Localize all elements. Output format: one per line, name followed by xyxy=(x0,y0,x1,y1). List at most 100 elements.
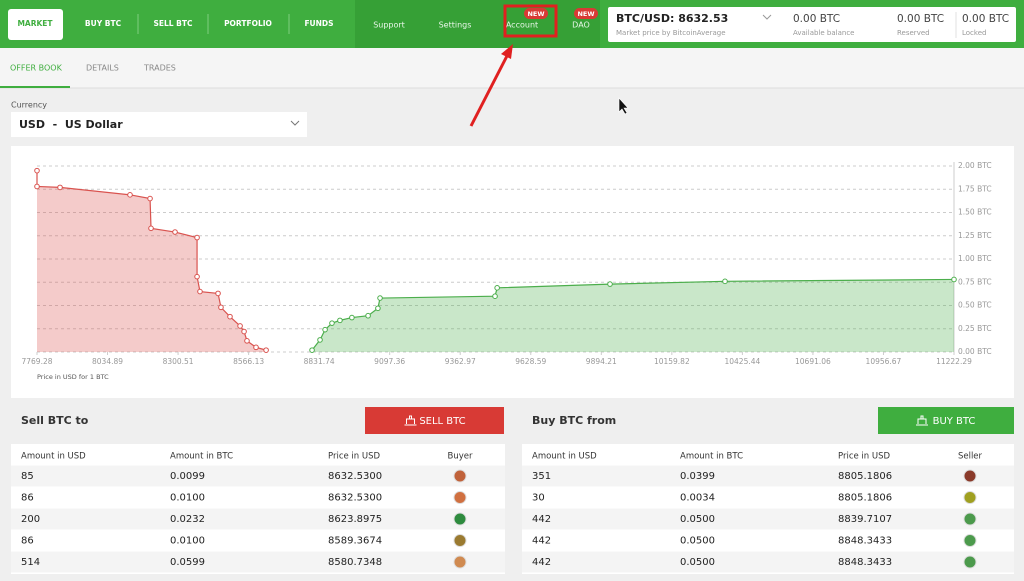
cell: 8580.7348 xyxy=(328,557,382,568)
row-bg xyxy=(522,465,1014,487)
annotation-arrow xyxy=(469,51,511,127)
nav-tab[interactable]: SELL BTC xyxy=(153,19,193,28)
y-tick-label: 2.00 BTC xyxy=(958,161,992,170)
nav-tab[interactable]: BUY BTC xyxy=(85,19,122,28)
avatar[interactable] xyxy=(453,491,467,504)
depth-point xyxy=(322,326,328,333)
row-bg xyxy=(11,508,505,530)
subtab[interactable]: OFFER BOOK xyxy=(10,64,63,73)
cell: 8632.5300 xyxy=(328,471,382,482)
balance-label: Reserved xyxy=(897,29,930,37)
depth-point xyxy=(317,337,323,343)
x-tick-label: 10425.44 xyxy=(724,357,760,366)
balance-value: 0.00 BTC xyxy=(962,13,1009,25)
y-tick-label: 0.25 BTC xyxy=(958,324,992,333)
avatar[interactable] xyxy=(453,512,467,526)
avatar[interactable] xyxy=(453,534,467,547)
depth-point xyxy=(309,347,315,353)
cell: 8805.1806 xyxy=(838,493,892,504)
nav-link[interactable]: Support xyxy=(373,21,405,30)
cell: 8632.5300 xyxy=(328,493,382,504)
x-tick-label: 8566.13 xyxy=(233,357,264,366)
cell: 8805.1806 xyxy=(838,471,892,482)
depth-area xyxy=(312,279,954,352)
x-tick-label: 9362.97 xyxy=(445,357,476,366)
depth-point xyxy=(127,192,133,198)
cell: 8839.7107 xyxy=(838,514,892,525)
depth-point xyxy=(237,323,243,329)
highlight-box xyxy=(503,4,558,38)
nav-link[interactable]: DAO xyxy=(572,21,590,30)
button-label[interactable]: BUY BTC xyxy=(933,416,976,427)
x-tick-label: 10691.06 xyxy=(795,357,831,366)
cell: 0.0100 xyxy=(170,536,205,547)
cell: 85 xyxy=(21,471,34,482)
x-tick-label: 8034.89 xyxy=(92,357,123,366)
avatar[interactable] xyxy=(453,469,467,483)
currency-select[interactable] xyxy=(11,112,307,137)
cell: 200 xyxy=(21,514,40,525)
column-header: Buyer xyxy=(448,452,473,462)
avatar[interactable] xyxy=(963,512,977,526)
depth-point xyxy=(365,312,371,319)
cell: 0.0500 xyxy=(680,514,715,525)
nav-tab[interactable]: FUNDS xyxy=(304,19,333,28)
button-label[interactable]: SELL BTC xyxy=(419,416,465,427)
currency-value[interactable]: USD - US Dollar xyxy=(19,118,123,131)
avatar[interactable] xyxy=(453,555,467,569)
cell: 8623.8975 xyxy=(328,514,382,525)
nav-tab[interactable]: PORTFOLIO xyxy=(224,19,272,28)
depth-point xyxy=(197,288,203,295)
depth-point xyxy=(172,229,178,235)
cell: 0.0599 xyxy=(170,557,205,568)
subtab[interactable]: DETAILS xyxy=(86,64,119,73)
column-header: Amount in USD xyxy=(21,452,86,462)
cell: 0.0500 xyxy=(680,557,715,568)
cell: 8848.3433 xyxy=(838,557,892,568)
depth-point xyxy=(337,317,343,324)
nav-tab[interactable]: MARKET xyxy=(17,19,53,28)
avatar[interactable] xyxy=(963,534,977,547)
subtab[interactable]: TRADES xyxy=(143,64,176,73)
chart-panel xyxy=(11,146,1014,398)
badge-text: NEW xyxy=(577,10,594,18)
depth-point xyxy=(494,285,500,291)
depth-point xyxy=(34,167,40,174)
nav-link[interactable]: Account xyxy=(506,21,538,30)
x-tick-label: 10159.82 xyxy=(654,357,690,366)
depth-point xyxy=(377,295,383,301)
badge xyxy=(524,8,548,19)
cell: 0.0399 xyxy=(680,471,715,482)
button-icon xyxy=(404,415,417,426)
y-tick-label: 1.50 BTC xyxy=(958,208,992,217)
cell: 514 xyxy=(21,557,40,568)
section-title: Sell BTC to xyxy=(21,414,89,427)
avatar[interactable] xyxy=(963,491,977,504)
avatar[interactable] xyxy=(963,555,977,569)
x-tick-label: 9894.21 xyxy=(586,357,617,366)
column-header: Amount in BTC xyxy=(170,452,233,462)
avatar[interactable] xyxy=(963,469,977,483)
select-chevron xyxy=(290,120,300,126)
y-tick-label: 0.75 BTC xyxy=(958,277,992,286)
market-tab-box[interactable] xyxy=(8,9,63,40)
balance-label: Locked xyxy=(962,29,986,37)
sell-button[interactable] xyxy=(365,407,504,434)
balance-value: 0.00 BTC xyxy=(897,13,944,25)
row-bg xyxy=(11,551,505,573)
y-tick-label: 1.25 BTC xyxy=(958,231,992,240)
cell: 8848.3433 xyxy=(838,536,892,547)
cell: 442 xyxy=(532,536,551,547)
balance-value: 0.00 BTC xyxy=(793,13,840,25)
depth-point xyxy=(253,344,259,351)
x-tick-label: 9097.36 xyxy=(374,357,405,366)
content: MARKET BUY BTC SELL BTC PORTFOLIO FUNDS Suppo… xyxy=(10,8,1014,573)
cell: 86 xyxy=(21,536,34,547)
depth-point xyxy=(241,328,247,335)
depth-point xyxy=(722,278,728,285)
balance-label: Available balance xyxy=(793,29,854,37)
cell: 0.0034 xyxy=(680,493,715,504)
nav-link[interactable]: Settings xyxy=(439,21,472,30)
buy-button[interactable] xyxy=(878,407,1014,434)
